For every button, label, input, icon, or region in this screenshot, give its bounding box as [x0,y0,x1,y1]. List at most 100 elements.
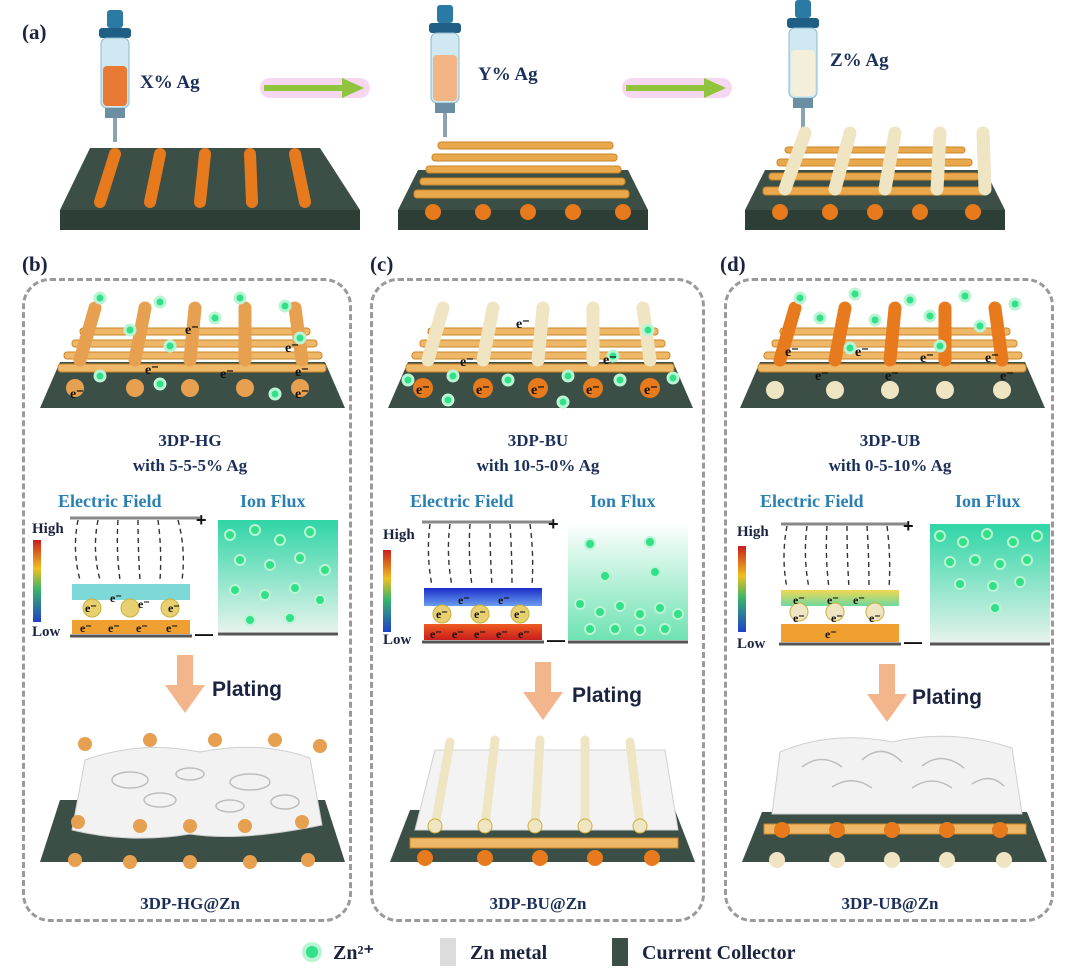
svg-text:e⁻: e⁻ [985,351,999,366]
plating-label-d: Plating [912,686,983,709]
electric-field-diagram-d: + e⁻ e⁻ e⁻ e⁻ e⁻ e⁻ e⁻ — [738,516,1050,652]
base-stage-2 [398,141,648,230]
svg-text:e⁻: e⁻ [644,383,658,398]
high-label-d: High [737,524,769,540]
svg-text:e⁻: e⁻ [514,607,526,621]
svg-text:—: — [904,632,922,652]
ion-flux-label-b: Ion Flux [240,491,306,511]
ion-flux-label-d: Ion Flux [955,491,1021,511]
electric-field-label-d: Electric Field [760,491,864,511]
plating-label-b: Plating [212,678,283,701]
ion-flux-label-c: Ion Flux [590,491,656,511]
svg-text:e⁻: e⁻ [85,601,97,615]
panel-c-composition: with 10-5-0% Ag [476,456,600,475]
low-label-b: Low [32,624,61,640]
svg-text:+: + [196,510,207,530]
svg-text:e⁻: e⁻ [295,387,309,402]
legend-current-collector: Current Collector [642,942,796,964]
electric-field-diagram-c: + e⁻ e⁻ e⁻ e⁻ e⁻ e⁻ e⁻ e⁻ e⁻ e⁻ — [383,514,688,650]
svg-text:e⁻: e⁻ [108,621,120,635]
panel-label-d: (d) [720,252,746,276]
syringe-icon [429,5,461,137]
high-label-c: High [383,527,415,543]
plating-arrow-d [867,664,907,722]
svg-text:—: — [195,624,213,644]
svg-text:e⁻: e⁻ [145,363,159,378]
ag-label-x: X% Ag [140,72,200,93]
svg-text:e⁻: e⁻ [855,345,869,360]
panel-label-c: (c) [370,252,394,276]
base-stage-3 [745,126,1005,230]
svg-text:e⁻: e⁻ [70,387,84,402]
svg-text:e⁻: e⁻ [853,593,865,607]
electric-field-diagram-b: + e⁻ e⁻ e⁻ e⁻ e⁻ e⁻ e⁻ e⁻ — [33,510,338,644]
low-label-c: Low [383,632,412,648]
electric-field-label-c: Electric Field [410,491,514,511]
panel-b-name: 3DP-HG [158,431,222,450]
svg-text:e⁻: e⁻ [166,621,178,635]
svg-text:e⁻: e⁻ [285,341,299,356]
zn-ion-icon [302,942,322,962]
svg-text:e⁻: e⁻ [531,383,545,398]
current-collector-swatch [612,938,628,966]
panel-c-frame [370,278,705,922]
plating-arrow-c [523,662,563,720]
ag-label-z: Z% Ag [830,50,889,71]
svg-text:e⁻: e⁻ [220,367,234,382]
svg-text:—: — [547,630,565,650]
svg-text:e⁻: e⁻ [136,621,148,635]
svg-text:e⁻: e⁻ [185,323,199,338]
svg-text:e⁻: e⁻ [80,621,92,635]
syringe-icon [99,10,131,142]
plating-label-c: Plating [572,684,643,707]
base-stage-1 [60,148,360,230]
svg-text:e⁻: e⁻ [436,607,448,621]
svg-text:e⁻: e⁻ [1000,369,1014,384]
plated-3dp-ub [742,735,1047,868]
plating-arrow-b [165,655,205,713]
svg-text:e⁻: e⁻ [430,627,442,641]
svg-text:e⁻: e⁻ [476,383,490,398]
svg-text:e⁻: e⁻ [785,345,799,360]
svg-text:e⁻: e⁻ [110,591,122,605]
svg-text:+: + [903,516,914,536]
svg-text:e⁻: e⁻ [452,627,464,641]
svg-text:e⁻: e⁻ [496,627,508,641]
structure-3dp-ub: e⁻ e⁻ e⁻ e⁻e⁻ e⁻ e⁻ [740,287,1045,408]
svg-text:e⁻: e⁻ [474,627,486,641]
panel-label-a: (a) [22,20,47,44]
panel-d-name: 3DP-UB [859,431,921,450]
panel-label-b: (b) [22,252,48,276]
svg-text:e⁻: e⁻ [793,593,805,607]
arrow-right-icon [622,78,732,98]
svg-text:e⁻: e⁻ [920,351,934,366]
legend-zn-metal: Zn metal [470,942,548,964]
svg-text:e⁻: e⁻ [295,365,309,380]
high-label-b: High [32,521,64,537]
svg-text:e⁻: e⁻ [460,355,474,370]
panel-c-caption: 3DP-BU with 10-5-0% Ag [388,428,688,478]
panel-b-frame [22,278,352,922]
svg-text:e⁻: e⁻ [516,317,530,332]
panel-b-composition: with 5-5-5% Ag [132,456,248,475]
structure-3dp-hg: e⁻ e⁻ e⁻ e⁻ e⁻ e⁻ e⁻ [40,291,345,408]
structure-3dp-bu: e⁻e⁻ e⁻e⁻ e⁻ e⁻ e⁻ e⁻ [388,301,693,409]
plated-3dp-hg [40,733,345,869]
svg-text:e⁻: e⁻ [474,607,486,621]
svg-text:e⁻: e⁻ [815,369,829,384]
svg-text:e⁻: e⁻ [793,611,805,625]
panel-d-frame [724,278,1054,922]
svg-text:e⁻: e⁻ [827,593,839,607]
arrow-right-icon [260,78,370,98]
svg-text:e⁻: e⁻ [498,593,510,607]
plated-3dp-bu [390,735,695,866]
panel-c-name: 3DP-BU [507,431,569,450]
svg-text:e⁻: e⁻ [885,369,899,384]
svg-text:e⁻: e⁻ [869,611,881,625]
svg-text:e⁻: e⁻ [416,383,430,398]
syringe-icon [787,0,819,130]
result-label-b: 3DP-HG@Zn [140,894,240,913]
svg-text:e⁻: e⁻ [458,593,470,607]
electric-field-label-b: Electric Field [58,491,162,511]
result-label-c: 3DP-BU@Zn [489,894,587,913]
